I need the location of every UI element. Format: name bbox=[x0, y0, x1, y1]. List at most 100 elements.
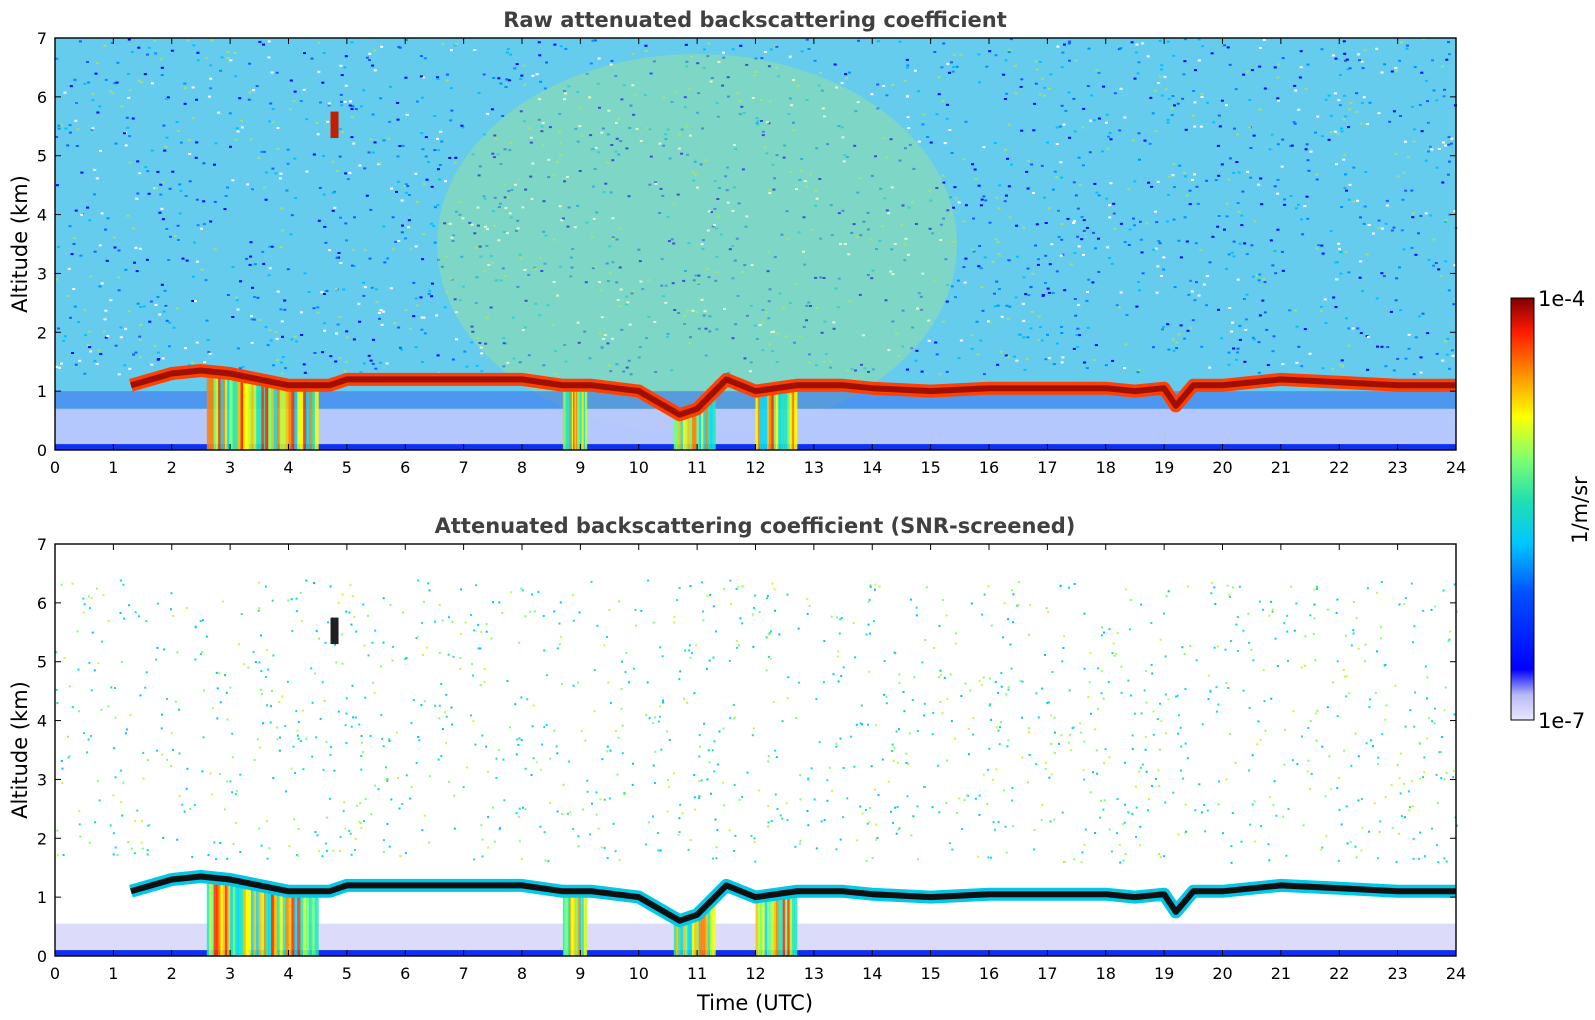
noise-speck bbox=[683, 315, 687, 318]
noise-speck bbox=[1038, 326, 1042, 328]
signal-speck bbox=[767, 821, 770, 824]
noise-speck bbox=[496, 153, 500, 156]
signal-speck bbox=[712, 656, 715, 659]
noise-speck bbox=[1319, 305, 1323, 308]
signal-speck bbox=[267, 668, 270, 671]
noise-speck bbox=[275, 71, 279, 74]
signal-speck bbox=[662, 701, 665, 704]
signal-speck bbox=[1021, 680, 1024, 683]
noise-speck bbox=[491, 152, 495, 155]
signal-speck bbox=[988, 677, 991, 680]
noise-speck bbox=[1136, 371, 1140, 374]
signal-speck bbox=[1410, 582, 1413, 585]
signal-speck bbox=[1413, 725, 1416, 728]
signal-speck bbox=[794, 845, 797, 848]
noise-speck bbox=[602, 338, 606, 340]
noise-speck bbox=[535, 73, 539, 76]
noise-speck bbox=[977, 265, 981, 268]
signal-speck bbox=[544, 859, 547, 862]
noise-speck bbox=[1437, 148, 1441, 150]
precipitation-streak bbox=[766, 389, 771, 450]
noise-speck bbox=[264, 171, 268, 174]
signal-speck bbox=[1028, 753, 1031, 756]
signal-speck bbox=[1377, 762, 1380, 765]
noise-speck bbox=[917, 90, 921, 93]
signal-speck bbox=[666, 730, 669, 733]
noise-speck bbox=[99, 149, 102, 152]
signal-speck bbox=[854, 656, 857, 659]
signal-speck bbox=[1291, 759, 1294, 762]
noise-speck bbox=[560, 219, 564, 222]
noise-speck bbox=[1305, 143, 1309, 146]
signal-speck bbox=[88, 595, 90, 598]
noise-speck bbox=[495, 279, 499, 282]
panel-raw-y-axis-label: Altitude (km) bbox=[8, 175, 32, 313]
noise-speck bbox=[749, 304, 753, 307]
noise-speck bbox=[805, 99, 809, 101]
signal-speck bbox=[427, 582, 430, 585]
noise-speck bbox=[1417, 232, 1420, 235]
signal-speck bbox=[353, 615, 356, 618]
signal-speck bbox=[826, 779, 829, 782]
noise-speck bbox=[1382, 275, 1386, 278]
noise-speck bbox=[1037, 339, 1041, 342]
noise-speck bbox=[303, 371, 307, 374]
signal-speck bbox=[945, 614, 948, 617]
noise-speck bbox=[1155, 291, 1159, 294]
noise-speck bbox=[404, 76, 408, 79]
signal-speck bbox=[1145, 770, 1148, 773]
noise-speck bbox=[137, 79, 141, 82]
noise-speck bbox=[1191, 319, 1195, 322]
signal-speck bbox=[734, 834, 737, 837]
noise-speck bbox=[842, 160, 846, 163]
signal-speck bbox=[980, 683, 983, 686]
x-tick-label: 9 bbox=[575, 964, 585, 983]
noise-speck bbox=[1367, 224, 1371, 226]
signal-speck bbox=[360, 735, 363, 737]
noise-speck bbox=[497, 206, 501, 209]
signal-speck bbox=[767, 805, 770, 808]
noise-speck bbox=[425, 178, 429, 181]
noise-speck bbox=[668, 157, 672, 160]
noise-speck bbox=[1112, 202, 1116, 205]
noise-speck bbox=[316, 306, 320, 309]
noise-speck bbox=[1097, 237, 1100, 240]
signal-speck bbox=[337, 601, 340, 604]
noise-speck bbox=[127, 310, 131, 313]
noise-speck bbox=[1274, 272, 1278, 275]
signal-speck bbox=[679, 803, 682, 806]
signal-speck bbox=[877, 794, 880, 797]
signal-speck bbox=[223, 808, 226, 811]
signal-speck bbox=[269, 705, 272, 708]
noise-speck bbox=[339, 262, 343, 264]
signal-speck bbox=[216, 717, 219, 720]
noise-speck bbox=[453, 44, 457, 47]
signal-speck bbox=[88, 841, 91, 844]
noise-speck bbox=[883, 136, 886, 139]
noise-speck bbox=[213, 248, 217, 251]
signal-speck bbox=[795, 717, 798, 720]
noise-speck bbox=[595, 211, 599, 214]
signal-speck bbox=[441, 728, 444, 730]
noise-speck bbox=[1337, 242, 1341, 245]
noise-speck bbox=[113, 246, 117, 249]
precipitation-streak bbox=[710, 901, 714, 956]
noise-speck bbox=[856, 101, 860, 104]
signal-speck bbox=[908, 732, 911, 735]
signal-speck bbox=[474, 743, 477, 746]
noise-speck bbox=[1242, 73, 1246, 76]
noise-speck bbox=[363, 167, 367, 170]
signal-speck bbox=[1242, 629, 1245, 632]
noise-speck bbox=[100, 282, 104, 285]
noise-speck bbox=[385, 362, 389, 365]
noise-speck bbox=[683, 323, 686, 325]
signal-speck bbox=[345, 697, 348, 700]
noise-speck bbox=[639, 280, 643, 283]
noise-speck bbox=[590, 148, 594, 151]
noise-speck bbox=[396, 155, 400, 158]
noise-speck bbox=[489, 306, 493, 309]
signal-speck bbox=[910, 834, 913, 837]
signal-speck bbox=[946, 759, 949, 762]
signal-speck bbox=[1422, 776, 1425, 779]
noise-speck bbox=[381, 310, 385, 313]
